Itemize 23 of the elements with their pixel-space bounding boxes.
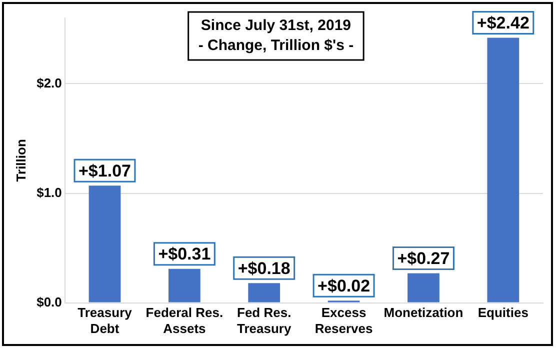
bar (408, 273, 440, 302)
text: - Change, Trillion $'s - (198, 37, 354, 54)
x-tick-label: Monetization (384, 305, 464, 320)
y-tick-label: $2.0 (36, 75, 62, 90)
data-label: +$0.18 (238, 258, 290, 278)
data-label: +$0.02 (318, 276, 370, 296)
y-axis-title: Trillion (13, 139, 28, 182)
x-tick-label: Fed Res. Treasury (237, 305, 292, 336)
bar (88, 186, 121, 302)
bar (168, 268, 200, 302)
data-label: +$1.07 (78, 161, 131, 180)
bar (248, 283, 280, 302)
x-tick-label: Federal Res. Assets (146, 305, 224, 336)
x-tick-label: Equities (478, 305, 528, 320)
bar (487, 38, 520, 302)
x-tick-label: Excess Reserves (314, 305, 373, 336)
chart-title: Since July 31st, 2019 (200, 17, 352, 34)
data-label: +$0.27 (397, 248, 450, 268)
y-tick-label: $0.0 (36, 294, 62, 310)
data-label: +$0.31 (158, 244, 211, 264)
x-tick-label: Treasury Debt (78, 305, 133, 336)
data-label: +$2.42 (476, 13, 530, 32)
y-tick-label: $1.0 (36, 184, 62, 200)
